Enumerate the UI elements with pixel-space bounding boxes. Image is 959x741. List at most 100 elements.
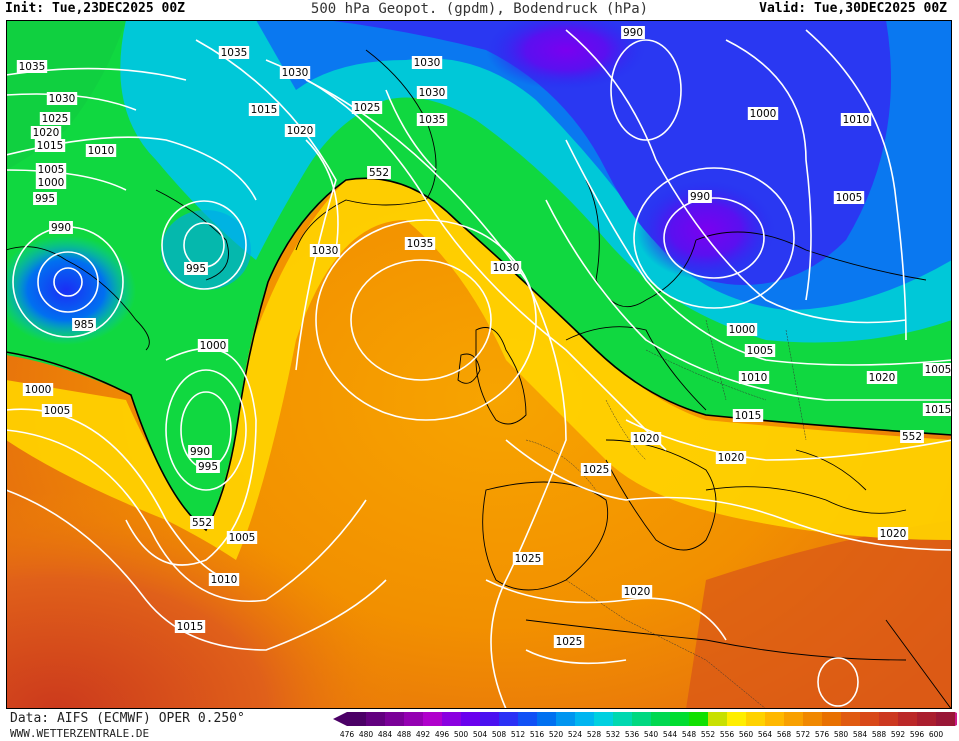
isobar-label: 990 xyxy=(188,445,212,458)
svg-text:1025: 1025 xyxy=(42,113,69,125)
data-source-label: Data: AIFS (ECMWF) OPER 0.250° xyxy=(10,711,245,726)
isobar-label: 1020 xyxy=(715,451,747,464)
colorbar-tick-label: 528 xyxy=(587,730,602,739)
colorbar-swatch xyxy=(936,712,955,726)
colorbar-swatch xyxy=(461,712,480,726)
map-frame xyxy=(6,20,952,709)
svg-text:1020: 1020 xyxy=(869,372,896,384)
map-header: Init: Tue,23DEC2025 00Z 500 hPa Geopot. … xyxy=(0,0,959,20)
colorbar-tick-label: 520 xyxy=(549,730,564,739)
isobar-label: 990 xyxy=(621,26,645,39)
colorbar-tick-label: 564 xyxy=(758,730,773,739)
isobar-label: 1005 xyxy=(833,191,865,204)
cold-core-arctic xyxy=(486,20,646,90)
svg-text:1025: 1025 xyxy=(354,102,381,114)
svg-text:1020: 1020 xyxy=(718,452,745,464)
isobar-lines xyxy=(6,29,952,709)
isobar-label: 1010 xyxy=(208,573,240,586)
isobar-label: 1015 xyxy=(34,139,66,152)
colorbar-tick-label: 488 xyxy=(397,730,412,739)
colorbar-tick-label: 552 xyxy=(701,730,716,739)
colorbar-tick-label: 496 xyxy=(435,730,450,739)
colorbar-tick-label: 492 xyxy=(416,730,431,739)
isobar-label: 1025 xyxy=(351,101,383,114)
colorbar-swatch xyxy=(632,712,651,726)
svg-text:1020: 1020 xyxy=(880,528,907,540)
colorbar-swatch xyxy=(784,712,803,726)
colorbar-arrow-right xyxy=(955,712,957,726)
isobar-label: 1020 xyxy=(877,527,909,540)
svg-text:995: 995 xyxy=(35,193,55,205)
colorbar-tick-label: 536 xyxy=(625,730,640,739)
colorbar-swatch xyxy=(385,712,404,726)
isobar-label: 1005 xyxy=(744,344,776,357)
colorbar-tick-label: 540 xyxy=(644,730,659,739)
svg-text:1015: 1015 xyxy=(735,410,762,422)
west-trough-low xyxy=(6,235,136,345)
isobar-label: 1010 xyxy=(738,371,770,384)
isobar-label: 1020 xyxy=(630,432,662,445)
isobar-label: 552 xyxy=(190,516,214,529)
isobar-label: 1005 xyxy=(35,163,67,176)
svg-text:1015: 1015 xyxy=(925,404,952,416)
colorbar-swatch xyxy=(917,712,936,726)
colorbar-tick-label: 500 xyxy=(454,730,469,739)
isobar-label: 1035 xyxy=(404,237,436,250)
svg-text:1005: 1005 xyxy=(836,192,863,204)
svg-text:1025: 1025 xyxy=(556,636,583,648)
svg-text:1030: 1030 xyxy=(49,93,76,105)
colorbar-swatch xyxy=(499,712,518,726)
colorbar-tick-label: 524 xyxy=(568,730,583,739)
colorbar-swatch xyxy=(727,712,746,726)
colorbar-tick-label: 576 xyxy=(815,730,830,739)
isobar-label: 1020 xyxy=(30,126,62,139)
svg-text:1030: 1030 xyxy=(312,245,339,257)
svg-text:1015: 1015 xyxy=(37,140,64,152)
colorbar-swatch xyxy=(822,712,841,726)
svg-text:985: 985 xyxy=(74,319,94,331)
isobar-label: 1030 xyxy=(309,244,341,257)
colorbar-swatch xyxy=(651,712,670,726)
colorbar-tick-label: 512 xyxy=(511,730,526,739)
isohypse-552 xyxy=(6,177,952,532)
colorbar-swatch xyxy=(746,712,765,726)
southeast-warm-zone xyxy=(686,520,952,709)
colorbar-swatch xyxy=(347,712,366,726)
colorbar-swatch xyxy=(898,712,917,726)
colorbar-swatch xyxy=(670,712,689,726)
isobar-label: 985 xyxy=(72,318,96,331)
isobar-label: 995 xyxy=(33,192,57,205)
svg-text:1035: 1035 xyxy=(221,47,248,59)
isobar-label: 1005 xyxy=(41,404,73,417)
isobar-label: 1025 xyxy=(39,112,71,125)
isobar-label: 1010 xyxy=(840,113,872,126)
svg-text:1020: 1020 xyxy=(624,586,651,598)
colorbar-swatch xyxy=(860,712,879,726)
yellow-band xyxy=(6,178,952,560)
isobar-label: 1035 xyxy=(416,113,448,126)
colorbar-tick-label: 556 xyxy=(720,730,735,739)
isobar-label: 1000 xyxy=(197,339,229,352)
svg-text:1010: 1010 xyxy=(211,574,238,586)
svg-text:1010: 1010 xyxy=(741,372,768,384)
colorbar-tick-label: 600 xyxy=(929,730,944,739)
coastlines xyxy=(6,49,952,709)
svg-text:1035: 1035 xyxy=(419,114,446,126)
isobar-label: 1035 xyxy=(16,60,48,73)
colorbar-swatch xyxy=(537,712,556,726)
colorbar-tick-label: 584 xyxy=(853,730,868,739)
colorbar-swatch xyxy=(841,712,860,726)
isobar-label: 1015 xyxy=(174,620,206,633)
svg-text:1030: 1030 xyxy=(493,262,520,274)
colorbar-tick-label: 484 xyxy=(378,730,393,739)
isobar-label: 1035 xyxy=(218,46,250,59)
isobar-label: 1005 xyxy=(922,363,952,376)
isobar-label: 990 xyxy=(49,221,73,234)
colorbar-tick-label: 532 xyxy=(606,730,621,739)
colorbar-tick-label: 544 xyxy=(663,730,678,739)
colorbar-ticks: 476 480 484 488 492 496 500 504 508 512 516 520 524 5… xyxy=(340,730,944,739)
colorbar-swatch xyxy=(708,712,727,726)
svg-text:990: 990 xyxy=(51,222,71,234)
